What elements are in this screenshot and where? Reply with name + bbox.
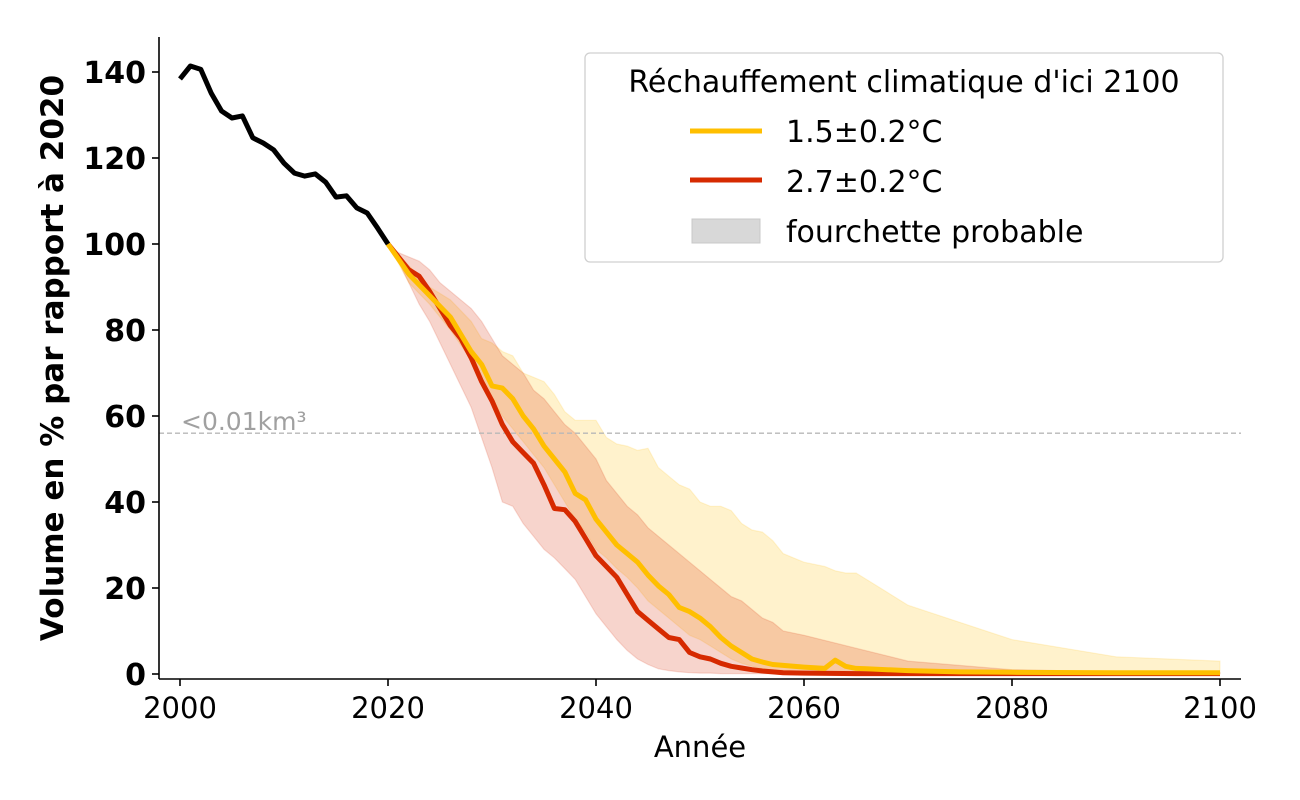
- series-line-2-7-0-2-C: [386, 242, 1220, 677]
- y-ticks: 0 20 40 60 80 100 120 140: [83, 56, 159, 693]
- x-axis-label: Année: [654, 730, 746, 764]
- legend-label-range: fourchette probable: [786, 215, 1083, 250]
- x-tick-label: 2020: [351, 691, 425, 725]
- y-axis-label: Volume en % par rapport à 2020: [35, 75, 71, 641]
- y-tick-label: 40: [104, 486, 146, 521]
- x-tick-label: 2040: [559, 691, 633, 725]
- legend-swatch-range: [691, 218, 761, 244]
- uncertainty-bands: [387, 243, 1221, 675]
- x-tick-label: 2060: [767, 691, 841, 725]
- legend-title: Réchauffement climatique d'ici 2100: [628, 65, 1179, 100]
- legend-label-2-7: 2.7±0.2°C: [786, 165, 943, 200]
- series-lines: [178, 63, 1220, 677]
- legend: Réchauffement climatique d'ici 2100 1.5±…: [584, 52, 1224, 263]
- y-tick-label: 120: [83, 142, 146, 177]
- x-tick-label: 2080: [975, 691, 1049, 725]
- y-tick-label: 0: [125, 658, 146, 693]
- series-line-historique: [178, 63, 391, 246]
- threshold-label: <0.01km³: [181, 407, 306, 436]
- x-tick-label: 2100: [1183, 691, 1257, 725]
- y-tick-label: 100: [83, 228, 146, 263]
- legend-frame: [584, 52, 1224, 263]
- legend-label-1-5: 1.5±0.2°C: [786, 115, 943, 150]
- x-ticks: 2000 2020 2040 2060 2080 2100: [143, 679, 1257, 725]
- y-tick-label: 80: [104, 314, 146, 349]
- y-tick-label: 60: [104, 400, 146, 435]
- series-line-1-5-0-2-C: [385, 242, 1220, 676]
- y-tick-label: 20: [104, 572, 146, 607]
- y-tick-label: 140: [83, 56, 146, 91]
- x-tick-label: 2000: [143, 691, 217, 725]
